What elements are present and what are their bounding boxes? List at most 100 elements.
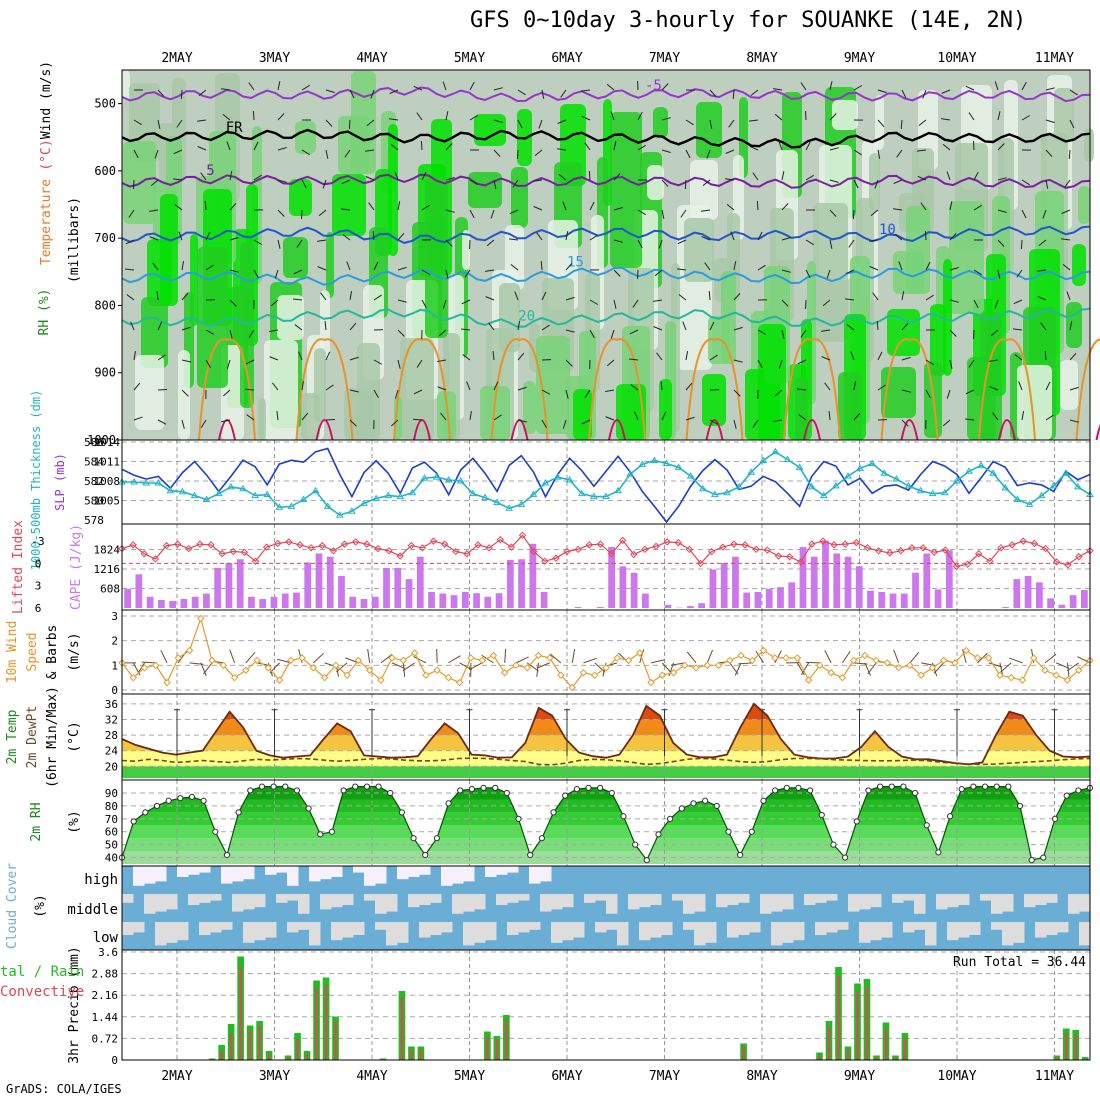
wind-barb: [270, 299, 279, 307]
li-marker: [474, 541, 482, 549]
wind-speed-marker: [230, 673, 239, 682]
rh-marker: [888, 783, 895, 790]
wind-barb: [541, 419, 547, 429]
cloud-cell: [1068, 894, 1080, 914]
cloud-cell: [232, 894, 244, 912]
wind-barb: [918, 119, 927, 126]
wind-speed-marker: [1018, 676, 1027, 684]
cape-bar: [439, 593, 447, 608]
wind-barb: [965, 389, 975, 395]
cloud-cell: [287, 894, 299, 901]
wind-barb: [442, 81, 447, 91]
wind-barb: [416, 359, 423, 368]
rh-tick-label: 50: [105, 839, 118, 852]
rh-shading: [1060, 360, 1078, 410]
wind-barb-10m: [469, 662, 483, 670]
cloud-cell: [166, 894, 178, 910]
wind-speed-marker: [163, 678, 171, 687]
wind-barb: [893, 179, 903, 184]
precip-convective-bar: [827, 1027, 831, 1060]
wind-barb: [349, 291, 353, 301]
li-marker: [1064, 561, 1072, 569]
wind-speed-marker: [771, 654, 779, 662]
cloud-cell: [386, 894, 398, 912]
wind-barb: [1016, 269, 1023, 278]
wind-barb: [613, 239, 623, 243]
contour-label: FR: [226, 120, 243, 136]
temp-tick-label: 36: [105, 698, 118, 711]
wind-barb: [565, 359, 573, 367]
wind-barb-10m: [867, 662, 877, 675]
li-marker: [941, 546, 950, 554]
rh-marker: [177, 795, 184, 802]
wind-speed-marker: [714, 661, 723, 670]
wind-barb: [757, 329, 767, 335]
rh-shading: [875, 95, 884, 150]
wind-speed-marker: [962, 646, 970, 655]
thickness-marker: [832, 481, 840, 489]
wind-barb: [296, 239, 303, 248]
wind-barb: [485, 269, 495, 272]
wind-barb: [173, 178, 183, 181]
cape-bar: [765, 588, 773, 608]
cape-bar: [495, 593, 503, 608]
wind-barb-10m: [650, 659, 665, 664]
li-marker: [919, 544, 927, 552]
rh-marker: [422, 851, 429, 859]
contour-label: 15: [567, 254, 584, 270]
rh-shading: [314, 348, 326, 422]
thickness-marker: [577, 489, 586, 497]
cloud-cell: [298, 922, 310, 930]
rh-marker: [748, 828, 755, 835]
wind-barb: [661, 83, 669, 91]
thickness-marker: [311, 486, 320, 494]
wind-barb: [394, 171, 399, 181]
cloud-cell: [639, 922, 651, 941]
precip-legend-total: tal / Rain: [0, 964, 84, 980]
cloud-cell: [452, 866, 464, 884]
li-marker: [207, 541, 215, 549]
wind-barb: [493, 87, 503, 91]
wind-barb: [245, 359, 255, 365]
wind-barb: [180, 89, 183, 100]
precip-convective-bar: [315, 988, 318, 1060]
li-marker: [407, 541, 415, 550]
cloud-cell: [265, 922, 277, 938]
wind-barb: [1066, 291, 1071, 301]
wind-barb: [894, 233, 903, 241]
wind-barb-10m: [481, 654, 494, 664]
wind-barb: [325, 149, 329, 159]
surface-contour-inner: [803, 419, 821, 441]
wind-barb: [534, 149, 543, 157]
wind-barb-10m: [800, 662, 810, 676]
thickness-marker: [130, 478, 138, 485]
li-marker: [318, 541, 326, 550]
wind-barb: [565, 329, 575, 333]
wind-barb: [853, 381, 857, 391]
wind-barb: [445, 111, 449, 121]
rh-marker: [142, 809, 149, 816]
cloud-cell: [199, 894, 211, 903]
wind-barb: [653, 299, 663, 302]
li-marker: [797, 558, 805, 566]
thickness-marker: [396, 492, 405, 500]
wind-barb: [421, 299, 427, 309]
thickness-marker: [1001, 483, 1010, 491]
li-tick-label: -3: [31, 535, 44, 548]
li-marker: [429, 537, 438, 545]
wind-barb: [946, 171, 951, 181]
thickness-marker: [747, 468, 756, 475]
thickness-marker: [456, 477, 465, 484]
cloud-cell: [122, 894, 134, 903]
cape-bar: [642, 593, 649, 608]
rh-marker: [737, 851, 744, 859]
cape-bar: [360, 599, 368, 608]
li-marker: [763, 546, 772, 554]
rh-shading: [511, 167, 528, 228]
precip-convective-bar: [267, 1054, 271, 1060]
wind-barb-10m: [639, 649, 645, 664]
li-marker: [808, 540, 816, 548]
wind-barb: [997, 209, 1007, 213]
thickness-marker: [686, 472, 695, 479]
precip-convective-bar: [903, 1037, 907, 1060]
